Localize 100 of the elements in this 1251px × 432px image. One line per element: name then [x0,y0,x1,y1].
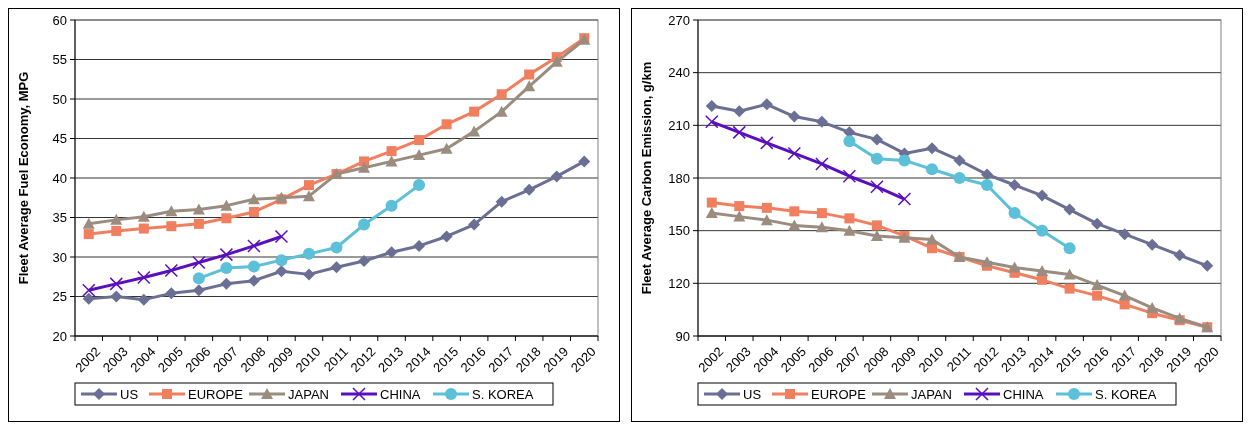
point [815,157,829,171]
point [925,142,938,155]
point [550,170,563,183]
point [413,239,426,252]
point [1036,224,1049,237]
point [870,152,883,165]
point [192,272,205,285]
point [82,217,95,229]
point [247,274,260,287]
y-tick-label: 60 [52,12,67,28]
y-tick-label: 30 [52,249,67,265]
point [1008,179,1021,192]
y-axis-title: Fleet Average Fuel Economy, MPG [16,71,31,285]
point [137,270,151,285]
y-tick-label: 210 [668,117,690,133]
legend-label: US [120,386,139,402]
point [192,255,206,270]
point [788,110,801,123]
y-tick-label: 40 [52,170,67,186]
legend-label: JAPAN [911,386,952,402]
y-tick-label: 120 [668,275,690,291]
legend-label: US [743,386,762,402]
point [137,293,150,306]
point [82,292,95,305]
point [1063,242,1076,255]
point [275,265,288,278]
point [733,105,746,118]
point [440,142,453,154]
point [815,115,828,128]
point [1064,283,1075,294]
point [760,136,774,150]
point [496,89,507,100]
point [468,218,481,231]
point [385,199,398,212]
y-tick-label: 25 [52,289,67,305]
point [1036,189,1049,202]
point [82,283,96,297]
point [1173,249,1186,262]
point [842,169,857,183]
point [193,218,204,229]
point [1008,207,1021,220]
legend-label: EUROPE [811,386,867,402]
point [469,106,480,117]
point [220,199,233,211]
point [523,80,536,92]
y-tick-label: 20 [52,328,67,344]
point [789,206,800,217]
point [1008,261,1021,273]
point [705,207,718,219]
point [1063,203,1076,216]
point [897,192,912,206]
point [734,201,745,212]
point [441,119,452,130]
point [358,218,371,231]
point [1091,217,1104,230]
point [220,262,233,275]
point [843,135,856,148]
point [788,219,801,231]
y-tick-label: 45 [52,131,67,147]
point [303,180,314,191]
legend-label: JAPAN [288,386,329,402]
point [302,247,315,260]
point [358,161,371,173]
point [165,205,178,217]
point [1091,279,1104,291]
y-tick-label: 150 [668,223,690,239]
point [816,208,827,219]
point [870,229,883,241]
point [138,223,149,234]
point [1036,265,1049,277]
point [870,133,883,146]
point [981,256,994,268]
point [733,210,746,222]
point [760,98,773,111]
point [221,213,232,224]
point [83,229,94,240]
point [925,233,938,245]
y-tick-label: 50 [52,91,67,107]
point [926,243,937,254]
point [414,135,425,146]
point [953,154,966,167]
point [302,190,315,202]
legend-label: CHINA [380,386,421,402]
point [1092,290,1103,301]
point [1063,268,1076,280]
point [413,149,426,161]
point [898,154,911,167]
point [953,172,966,184]
point [705,115,719,129]
point [468,125,481,137]
point [274,229,289,244]
legend-label: EUROPE [188,386,244,402]
point [247,260,260,273]
legend-label: CHINA [1003,386,1044,402]
legend-label: S. KOREA [472,386,534,402]
point [550,55,563,67]
point [706,197,717,208]
point [495,105,508,117]
point [247,239,261,253]
point [871,220,882,231]
